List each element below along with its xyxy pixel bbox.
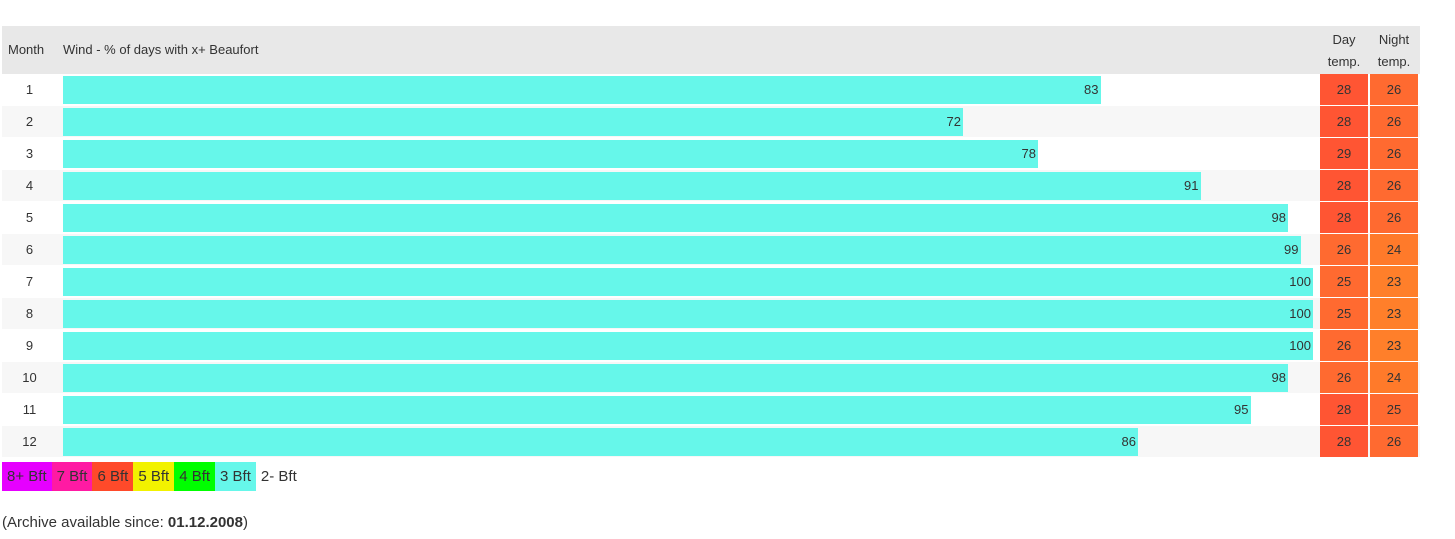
month-label: 3 — [25, 146, 34, 161]
bar-segment: 100 — [63, 332, 1313, 360]
bar-segment: 72 — [63, 108, 963, 136]
month-label: 7 — [25, 274, 34, 289]
header-night-temp-line2: temp. — [1377, 54, 1411, 69]
day-temp: 28 — [1320, 394, 1368, 425]
legend-item: 8+ Bft — [2, 462, 52, 491]
header-month: Month — [8, 42, 45, 57]
bar-segment: 91 — [63, 172, 1201, 200]
month-label: 12 — [22, 434, 37, 449]
header-night-temp-line1: Night — [1378, 32, 1410, 47]
day-temp: 28 — [1320, 426, 1368, 457]
wind-bar: 1009989463 — [63, 300, 1313, 328]
archive-prefix: (Archive available since: — [2, 514, 168, 531]
bar-segment: 86 — [63, 428, 1138, 456]
archive-note: (Archive available since: 01.12.2008) — [2, 514, 248, 531]
night-temp: 24 — [1370, 362, 1418, 393]
header-wind: Wind - % of days with x+ Beaufort — [63, 42, 259, 57]
table-row: 12 86601622826 — [2, 426, 1420, 458]
day-temp: 29 — [1320, 138, 1368, 169]
bar-segment: 100 — [63, 300, 1313, 328]
month-label: 8 — [25, 306, 34, 321]
table-header: Month Wind - % of days with x+ Beaufort … — [2, 26, 1420, 74]
bar-segment: 98 — [63, 204, 1288, 232]
legend-item: 6 Bft — [92, 462, 134, 491]
wind-bar: 989372201 — [63, 364, 1313, 392]
month-label: 2 — [25, 114, 34, 129]
table-row: 7 10097844042523 — [2, 266, 1420, 298]
bar-segment: 99 — [63, 236, 1301, 264]
wind-bar: 9585479 — [63, 396, 1313, 424]
day-temp: 28 — [1320, 202, 1368, 233]
day-temp: 26 — [1320, 234, 1368, 265]
legend: 8+ Bft 7 Bft 6 Bft 5 Bft 4 Bft 3 Bft 2- Bft — [2, 462, 302, 491]
table-row: 5 9892662532826 — [2, 202, 1420, 234]
month-label: 5 — [25, 210, 34, 225]
night-temp: 24 — [1370, 234, 1418, 265]
day-temp: 28 — [1320, 170, 1368, 201]
wind-bar: 8355122 — [63, 76, 1313, 104]
table-body: 1835512228262724082826378491222926491784… — [2, 74, 1420, 458]
header-night-temp: Night temp. — [1370, 29, 1418, 73]
day-temp: 25 — [1320, 298, 1368, 329]
header-day-temp-line1: Day — [1332, 32, 1356, 47]
month-label: 1 — [25, 82, 34, 97]
day-temp: 26 — [1320, 330, 1368, 361]
wind-bar: 989266253 — [63, 204, 1313, 232]
bar-segment: 78 — [63, 140, 1038, 168]
month-label: 6 — [25, 242, 34, 257]
legend-item: 7 Bft — [51, 462, 93, 491]
month-label: 4 — [25, 178, 34, 193]
table-row: 2 724082826 — [2, 106, 1420, 138]
night-temp: 26 — [1370, 202, 1418, 233]
table-row: 10 9893722012624 — [2, 362, 1420, 394]
table-row: 3 78491222926 — [2, 138, 1420, 170]
wind-bar: 91784413 — [63, 172, 1313, 200]
legend-item: 2- Bft — [255, 462, 302, 491]
day-temp: 26 — [1320, 362, 1368, 393]
table-row: 8 10099894632523 — [2, 298, 1420, 330]
table-row: 4 917844132826 — [2, 170, 1420, 202]
night-temp: 26 — [1370, 170, 1418, 201]
table-row: 11 95854792825 — [2, 394, 1420, 426]
day-temp: 25 — [1320, 266, 1368, 297]
legend-item: 3 Bft — [215, 462, 256, 491]
wind-statistics-table: Month Wind - % of days with x+ Beaufort … — [2, 26, 1420, 458]
bar-segment: 100 — [63, 268, 1313, 296]
table-row: 6 9995803842624 — [2, 234, 1420, 266]
wind-bar: 72408 — [63, 108, 1313, 136]
day-temp: 28 — [1320, 106, 1368, 137]
archive-date: 01.12.2008 — [167, 514, 243, 531]
night-temp: 23 — [1370, 266, 1418, 297]
wind-bar: 1009784404 — [63, 268, 1313, 296]
night-temp: 23 — [1370, 298, 1418, 329]
archive-suffix: ) — [243, 514, 248, 531]
night-temp: 25 — [1370, 394, 1418, 425]
night-temp: 26 — [1370, 138, 1418, 169]
night-temp: 23 — [1370, 330, 1418, 361]
bar-segment: 98 — [63, 364, 1288, 392]
night-temp: 26 — [1370, 426, 1418, 457]
bar-segment: 95 — [63, 396, 1251, 424]
wind-bar: 1009790463 — [63, 332, 1313, 360]
wind-bar: 999580384 — [63, 236, 1313, 264]
night-temp: 26 — [1370, 106, 1418, 137]
legend-item: 4 Bft — [174, 462, 216, 491]
day-temp: 28 — [1320, 74, 1368, 105]
header-day-temp-line2: temp. — [1327, 54, 1361, 69]
legend-item: 5 Bft — [133, 462, 175, 491]
table-row: 1 83551222826 — [2, 74, 1420, 106]
table-row: 9 10097904632623 — [2, 330, 1420, 362]
header-day-temp: Day temp. — [1320, 29, 1368, 73]
night-temp: 26 — [1370, 74, 1418, 105]
wind-bar: 7849122 — [63, 140, 1313, 168]
bar-segment: 83 — [63, 76, 1101, 104]
month-label: 10 — [22, 370, 37, 385]
wind-bar: 8660162 — [63, 428, 1313, 456]
month-label: 11 — [22, 402, 37, 417]
month-label: 9 — [25, 338, 34, 353]
